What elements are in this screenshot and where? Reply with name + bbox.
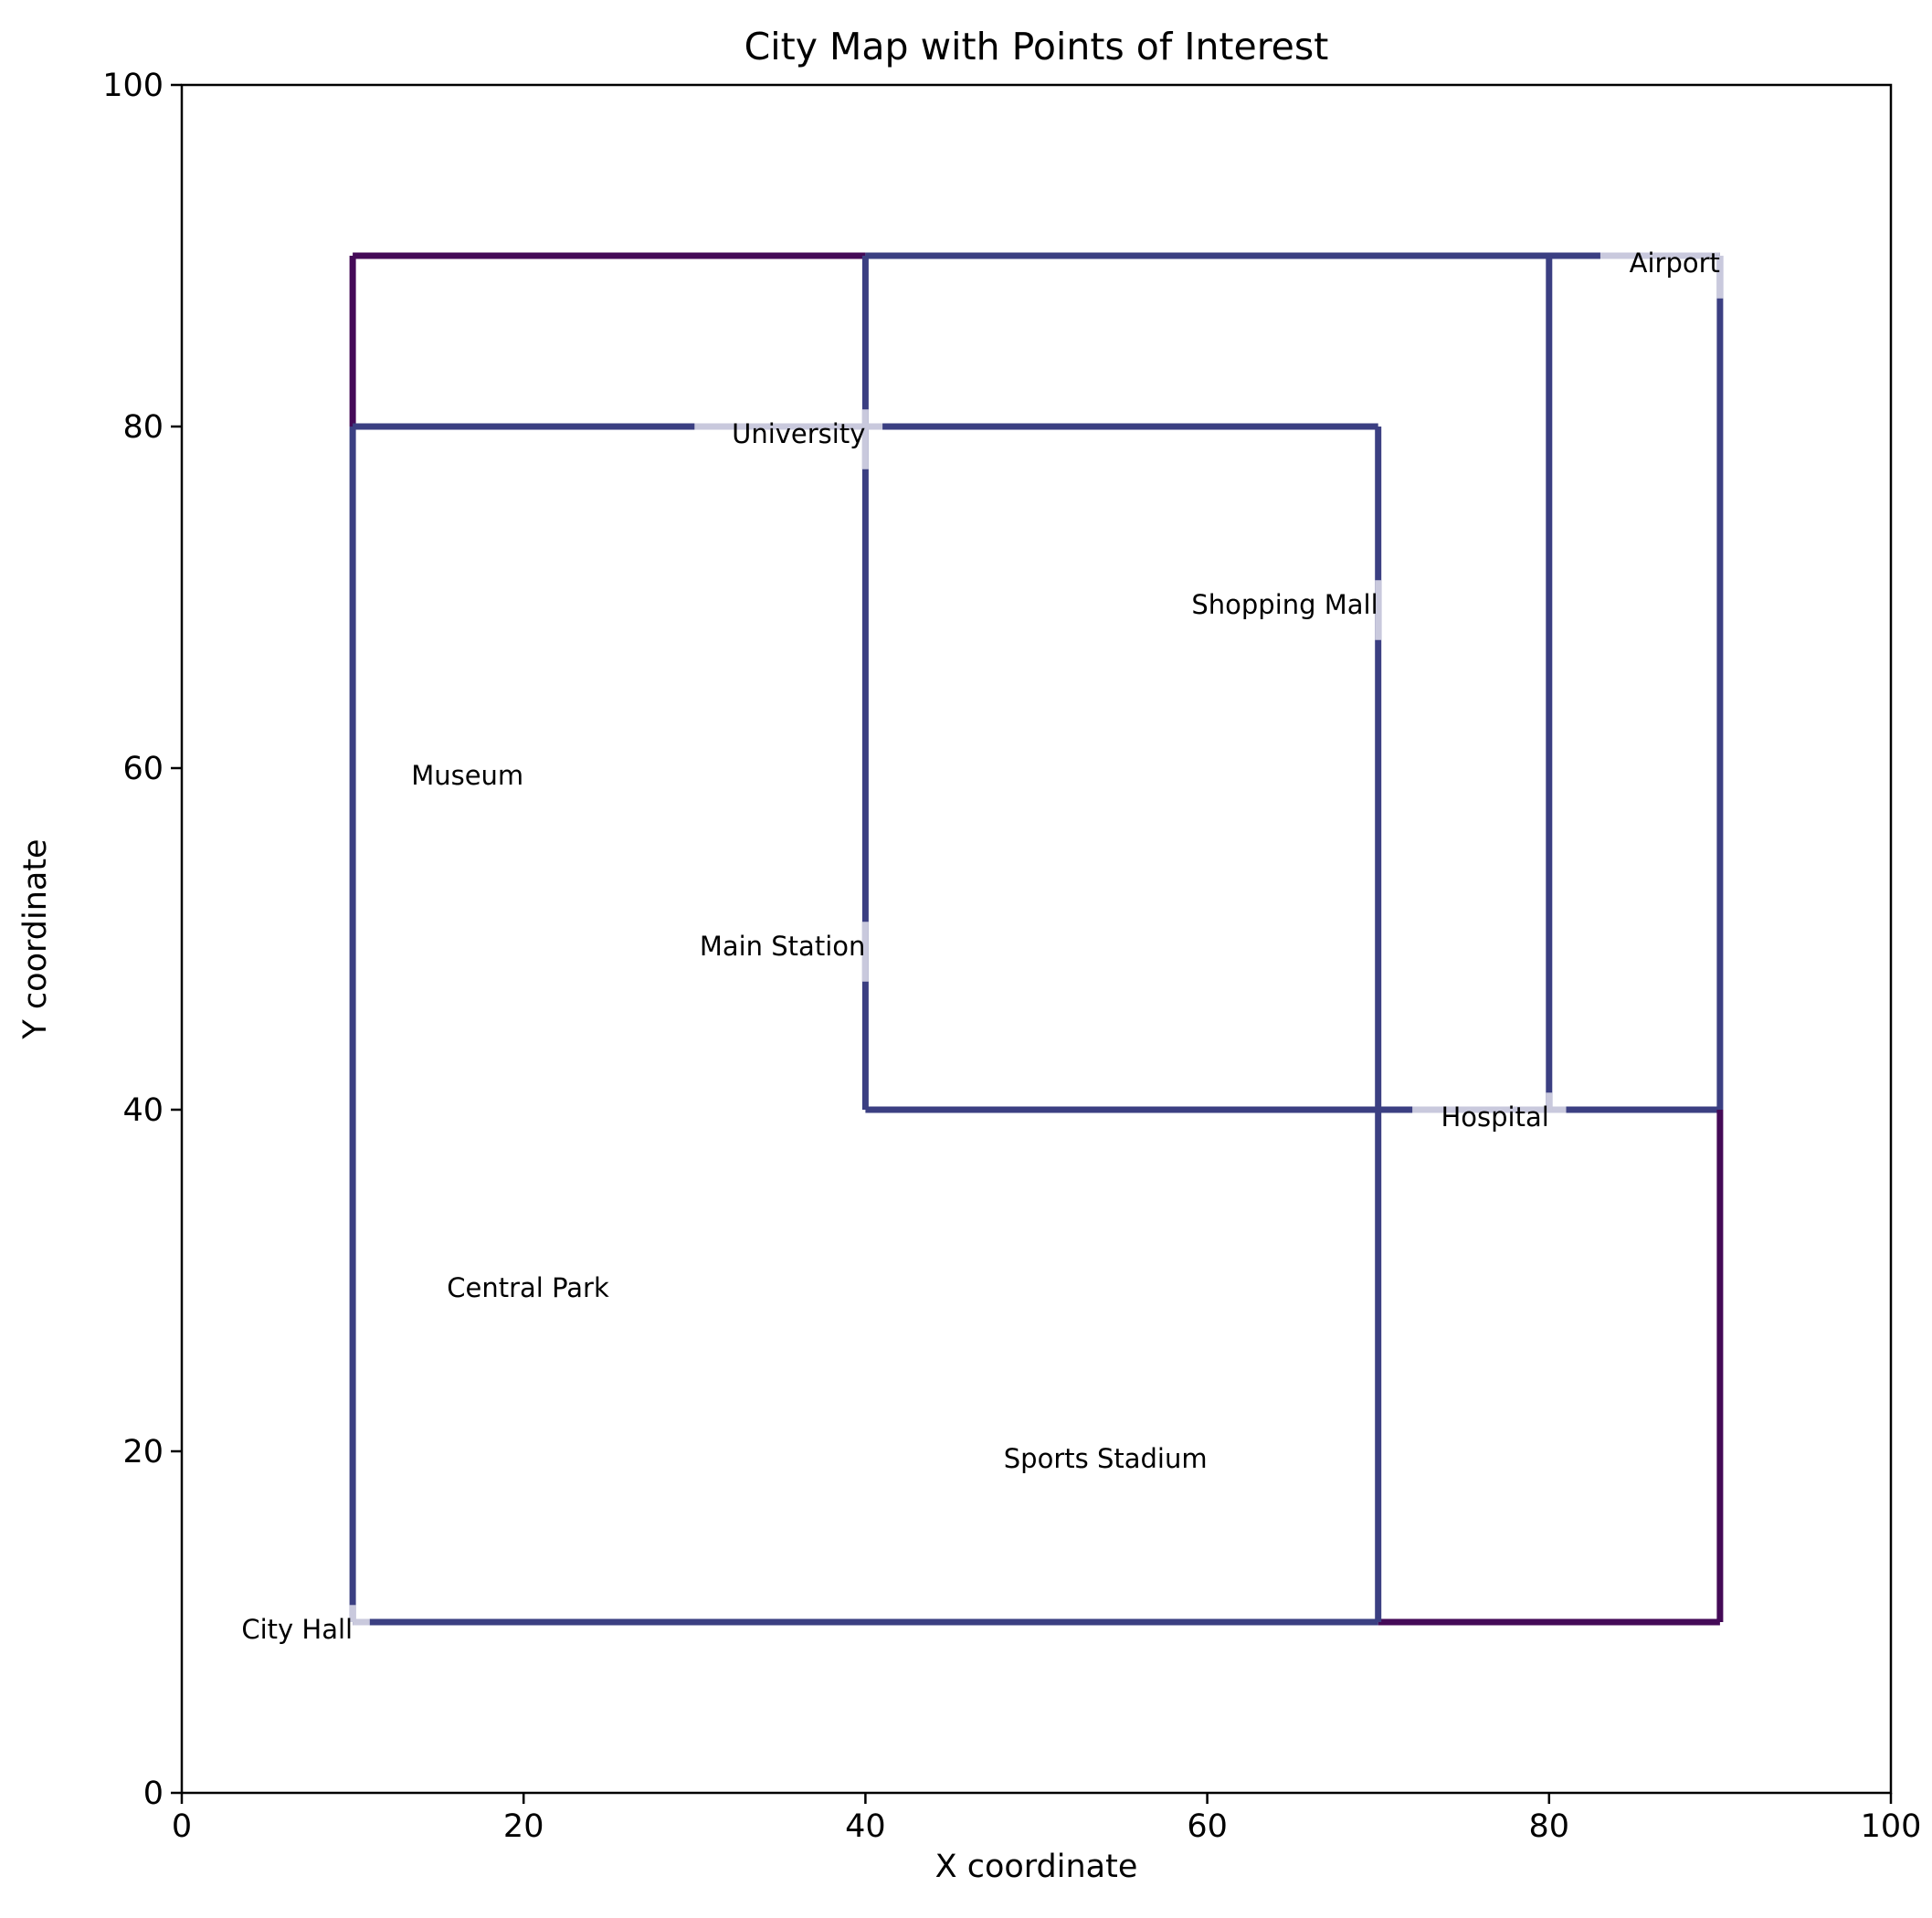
x-tick-label: 100 — [1861, 1808, 1922, 1845]
y-tick-label: 20 — [122, 1434, 164, 1470]
y-axis-ticks: 0 20 40 60 80 100 — [102, 68, 182, 1812]
poi-label-hospital: Hospital — [1441, 1101, 1548, 1133]
poi-label-shopping-mall: Shopping Mall — [1191, 589, 1378, 620]
poi-label-city-hall: City Hall — [241, 1614, 353, 1645]
x-tick-label: 80 — [1529, 1808, 1570, 1845]
y-tick-label: 100 — [102, 68, 164, 104]
y-tick-label: 80 — [122, 409, 164, 446]
poi-highlights-layer — [349, 252, 1724, 1626]
x-tick-label: 60 — [1187, 1808, 1228, 1845]
y-axis-label: Y coordinate — [17, 838, 54, 1039]
x-tick-label: 40 — [845, 1808, 886, 1845]
poi-label-sports-stadium: Sports Stadium — [1004, 1443, 1208, 1474]
chart-title: City Map with Points of Interest — [744, 25, 1329, 68]
x-axis-label: X coordinate — [935, 1849, 1138, 1885]
poi-label-central-park: Central Park — [447, 1272, 609, 1303]
poi-label-airport: Airport — [1630, 248, 1720, 279]
x-axis-ticks: 0 20 40 60 80 100 — [172, 1793, 1922, 1845]
y-tick-label: 0 — [143, 1776, 164, 1812]
poi-label-main-station: Main Station — [700, 931, 866, 962]
poi-label-university: University — [732, 418, 865, 449]
axes-frame — [180, 83, 1893, 1795]
x-tick-label: 20 — [503, 1808, 544, 1845]
y-tick-label: 60 — [122, 751, 164, 787]
poi-labels-layer: City Hall Central Park Main Station Shoppin… — [241, 248, 1720, 1645]
poi-label-museum: Museum — [411, 760, 523, 791]
x-tick-label: 0 — [172, 1808, 192, 1845]
y-tick-label: 40 — [122, 1092, 164, 1129]
